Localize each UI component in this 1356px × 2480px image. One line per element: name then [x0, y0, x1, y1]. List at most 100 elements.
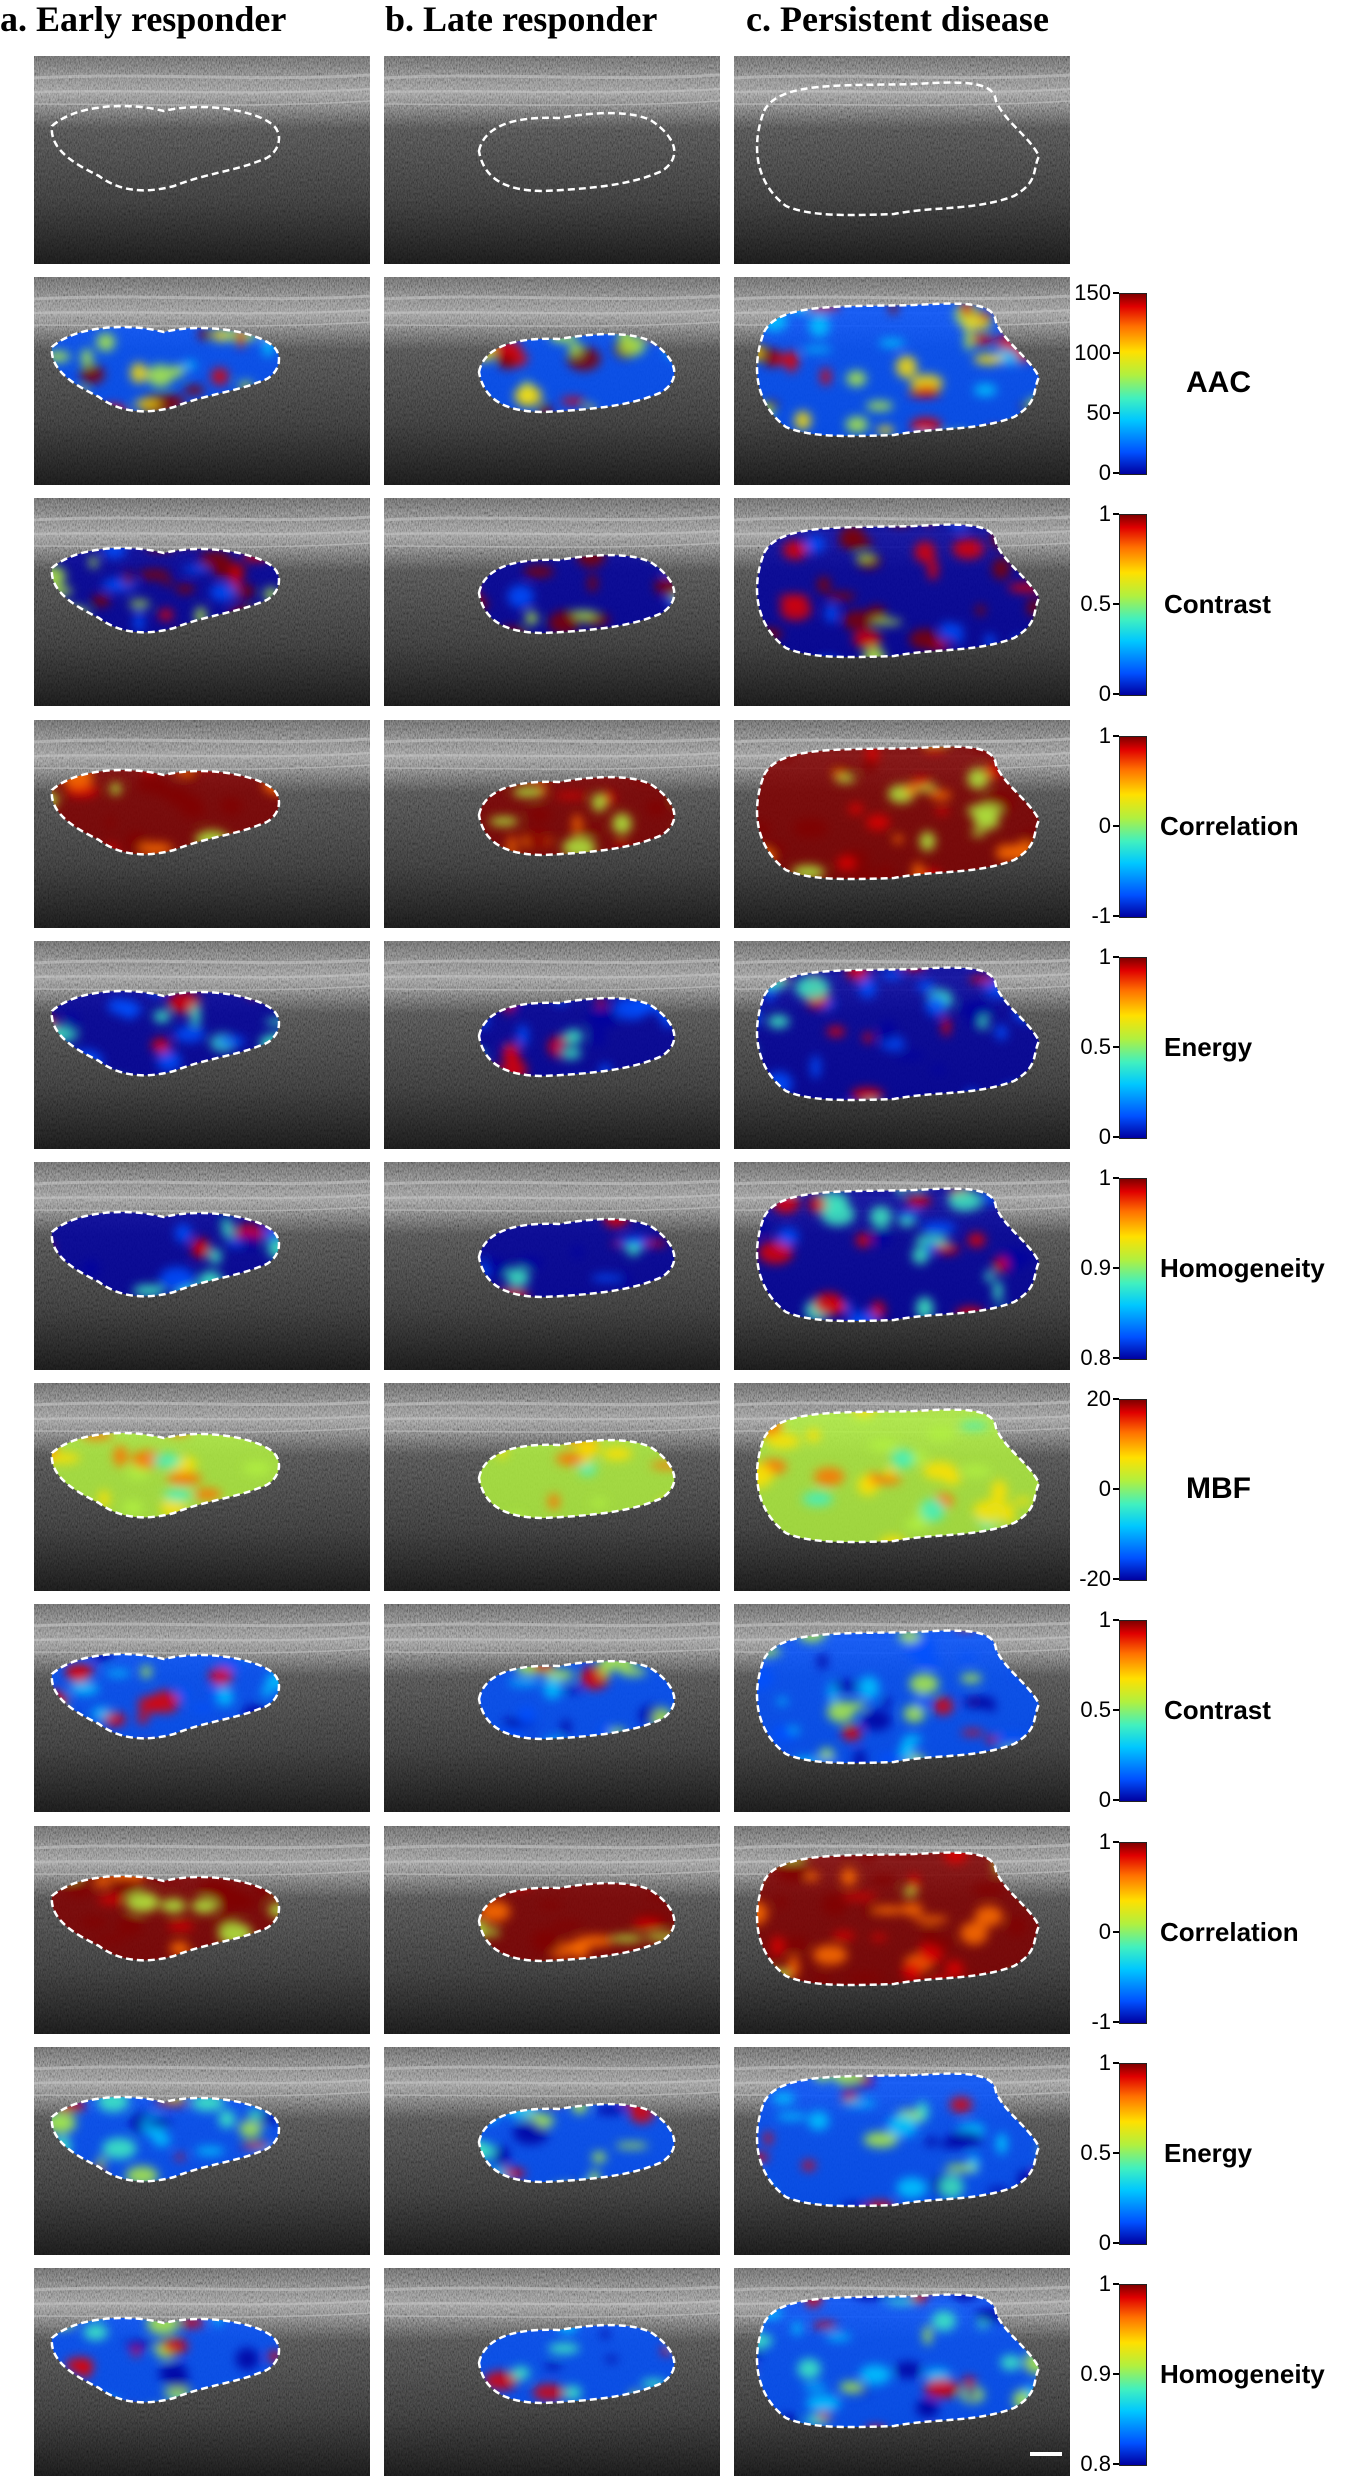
colorbar-tick-mark — [1113, 1046, 1119, 1048]
ultrasound-panel-r4-c2 — [734, 941, 1070, 1149]
colorbar-tick-mark — [1113, 1799, 1119, 1801]
colorbar-tick-label: 0 — [1098, 2230, 1111, 2255]
feature-label: Homogeneity — [1160, 2359, 1325, 2389]
colorbar-tick-mark — [1113, 2021, 1119, 2023]
colorbar-tick-mark — [1113, 825, 1119, 827]
colorbar-tick-label: 1 — [1098, 944, 1111, 969]
ultrasound-panel-r0-c1 — [384, 56, 720, 264]
ultrasound-panel-r9-c1 — [384, 2047, 720, 2255]
colorbar-tick-label: 0.5 — [1080, 1697, 1111, 1722]
feature-label: Contrast — [1164, 1695, 1271, 1725]
ultrasound-panel-r6-c1 — [384, 1383, 720, 1591]
colorbar-tick-label: 1 — [1098, 2050, 1111, 2075]
colorbar-tick-mark — [1113, 1841, 1119, 1843]
feature-label: Correlation — [1160, 811, 1299, 841]
colorbar-tick-mark — [1113, 603, 1119, 605]
ultrasound-panel-r1-c2 — [734, 277, 1070, 485]
colorbar-9 — [1119, 2063, 1147, 2245]
feature-label: Energy — [1164, 1032, 1253, 1062]
colorbar-tick-mark — [1113, 1357, 1119, 1359]
ultrasound-panel-r10-c0 — [34, 2268, 370, 2476]
colorbar-tick-label: -20 — [1079, 1566, 1111, 1591]
colorbar-tick-label: 0 — [1098, 1124, 1111, 1149]
colorbar-tick-label: 1 — [1098, 501, 1111, 526]
colorbar-tick-label: 0 — [1098, 460, 1111, 485]
colorbar-tick-mark — [1113, 2283, 1119, 2285]
colorbar-tick-label: 0 — [1098, 1476, 1111, 1501]
colorbar-tick-label: 150 — [1074, 280, 1111, 305]
ultrasound-panel-r10-c2 — [734, 2268, 1070, 2476]
feature-label: AAC — [1186, 366, 1251, 399]
ultrasound-panel-r0-c0 — [34, 56, 370, 264]
ultrasound-panel-r4-c1 — [384, 941, 720, 1149]
ultrasound-panel-r5-c2 — [734, 1162, 1070, 1370]
colorbar-tick-label: 1 — [1098, 2271, 1111, 2296]
colorbar-tick-label: 0 — [1098, 681, 1111, 706]
feature-label: MBF — [1186, 1472, 1251, 1505]
ultrasound-panel-r8-c0 — [34, 1826, 370, 2034]
ultrasound-panel-r4-c0 — [34, 941, 370, 1149]
colorbar-tick-mark — [1113, 292, 1119, 294]
ultrasound-panel-r5-c0 — [34, 1162, 370, 1370]
colorbar-tick-label: 0.9 — [1080, 1255, 1111, 1280]
ultrasound-panel-r5-c1 — [384, 1162, 720, 1370]
colorbar-tick-label: 0 — [1098, 1919, 1111, 1944]
colorbar-tick-mark — [1113, 1398, 1119, 1400]
colorbar-2 — [1119, 514, 1147, 696]
colorbar-tick-mark — [1113, 2152, 1119, 2154]
ultrasound-panel-r9-c2 — [734, 2047, 1070, 2255]
colorbar-tick-mark — [1113, 1578, 1119, 1580]
column-title-0: a. Early responder — [0, 0, 287, 39]
colorbar-tick-mark — [1113, 1619, 1119, 1621]
ultrasound-panel-r6-c2 — [734, 1383, 1070, 1591]
colorbar-tick-label: 0.8 — [1080, 1345, 1111, 1370]
colorbar-tick-label: 1 — [1098, 1829, 1111, 1854]
colorbar-tick-mark — [1113, 915, 1119, 917]
colorbar-tick-mark — [1113, 513, 1119, 515]
colorbar-tick-label: 50 — [1086, 400, 1111, 425]
ultrasound-panel-r7-c2 — [734, 1604, 1070, 1812]
colorbar-tick-mark — [1113, 412, 1119, 414]
ultrasound-panel-r7-c0 — [34, 1604, 370, 1812]
colorbar-tick-label: 0.8 — [1080, 2451, 1111, 2476]
ultrasound-panel-r2-c1 — [384, 498, 720, 706]
colorbar-4 — [1119, 957, 1147, 1139]
colorbar-tick-label: 0 — [1098, 1787, 1111, 1812]
colorbar-tick-label: 100 — [1074, 340, 1111, 365]
feature-label: Energy — [1164, 2138, 1253, 2168]
colorbar-tick-mark — [1113, 1177, 1119, 1179]
ultrasound-panel-r0-c2 — [734, 56, 1070, 264]
ultrasound-panel-r6-c0 — [34, 1383, 370, 1591]
colorbar-tick-label: 1 — [1098, 723, 1111, 748]
colorbar-1 — [1119, 293, 1147, 475]
colorbar-tick-mark — [1113, 1488, 1119, 1490]
colorbar-tick-mark — [1113, 2373, 1119, 2375]
ultrasound-panel-r8-c1 — [384, 1826, 720, 2034]
colorbar-tick-mark — [1113, 1709, 1119, 1711]
feature-label: Correlation — [1160, 1917, 1299, 1947]
colorbar-tick-mark — [1113, 1931, 1119, 1933]
colorbar-tick-label: 0 — [1098, 813, 1111, 838]
colorbar-tick-mark — [1113, 2062, 1119, 2064]
colorbar-tick-mark — [1113, 1267, 1119, 1269]
colorbar-tick-mark — [1113, 472, 1119, 474]
ultrasound-panel-r3-c2 — [734, 720, 1070, 928]
colorbar-tick-mark — [1113, 2463, 1119, 2465]
colorbar-tick-label: -1 — [1091, 903, 1111, 928]
colorbar-tick-label: 0.5 — [1080, 1034, 1111, 1059]
colorbar-tick-mark — [1113, 2242, 1119, 2244]
colorbar-tick-mark — [1113, 735, 1119, 737]
colorbar-10 — [1119, 2284, 1147, 2466]
ultrasound-panel-r2-c0 — [34, 498, 370, 706]
colorbar-tick-mark — [1113, 352, 1119, 354]
ultrasound-panel-r3-c0 — [34, 720, 370, 928]
colorbar-tick-label: 0.5 — [1080, 591, 1111, 616]
feature-label: Contrast — [1164, 589, 1271, 619]
ultrasound-panel-r10-c1 — [384, 2268, 720, 2476]
colorbar-tick-label: 20 — [1086, 1386, 1111, 1411]
colorbar-5 — [1119, 1178, 1147, 1360]
ultrasound-panel-r8-c2 — [734, 1826, 1070, 2034]
colorbar-7 — [1119, 1620, 1147, 1802]
ultrasound-panel-r1-c0 — [34, 277, 370, 485]
colorbar-tick-label: 0.5 — [1080, 2140, 1111, 2165]
